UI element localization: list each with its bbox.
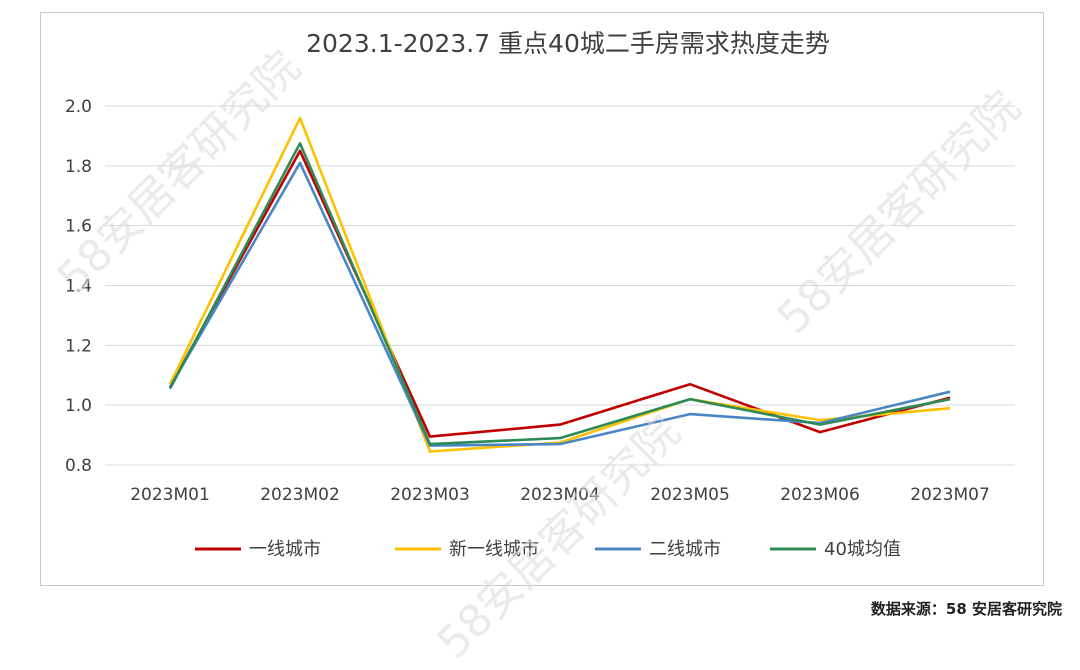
chart-frame [40, 12, 1044, 586]
grid-lines [105, 105, 1015, 466]
legend-label: 新一线城市 [449, 539, 539, 560]
x-tick-label: 2023M06 [780, 485, 860, 505]
series-line-2 [168, 116, 951, 453]
legend: 一线城市 新一线城市 二线城市 40城均值 [195, 539, 901, 560]
legend-label: 二线城市 [649, 539, 721, 560]
y-tick-label: 1.8 [65, 157, 92, 177]
legend-label: 一线城市 [249, 539, 321, 560]
y-tick-label: 1.2 [65, 336, 92, 356]
x-tick-label: 2023M05 [650, 485, 730, 505]
y-tick-label: 0.8 [65, 456, 92, 476]
y-tick-label: 2.0 [65, 97, 92, 117]
y-tick-label: 1.0 [65, 396, 92, 416]
x-axis-ticks: 2023M01 2023M02 2023M03 2023M04 2023M05 2023M… [130, 485, 990, 505]
y-axis-ticks: 0.8 1.0 1.2 1.4 1.6 1.8 2.0 [65, 97, 92, 476]
x-tick-label: 2023M07 [910, 485, 990, 505]
y-tick-label: 1.4 [65, 277, 92, 297]
legend-label: 40城均值 [824, 539, 901, 560]
series-line-4 [168, 142, 951, 446]
series-line-1 [168, 149, 951, 438]
x-tick-label: 2023M03 [390, 485, 470, 505]
line-chart: 2023.1-2023.7 重点40城二手房需求热度走势 0.8 1.0 1.2 1.… [65, 29, 1015, 560]
series-line-3 [168, 161, 951, 447]
source-note: 数据来源：58 安居客研究院 [870, 600, 1062, 618]
series-lines [168, 116, 951, 453]
x-tick-label: 2023M02 [260, 485, 340, 505]
chart-title: 2023.1-2023.7 重点40城二手房需求热度走势 [306, 29, 830, 58]
x-tick-label: 2023M04 [520, 485, 600, 505]
y-tick-label: 1.6 [65, 217, 92, 237]
x-tick-label: 2023M01 [130, 485, 210, 505]
